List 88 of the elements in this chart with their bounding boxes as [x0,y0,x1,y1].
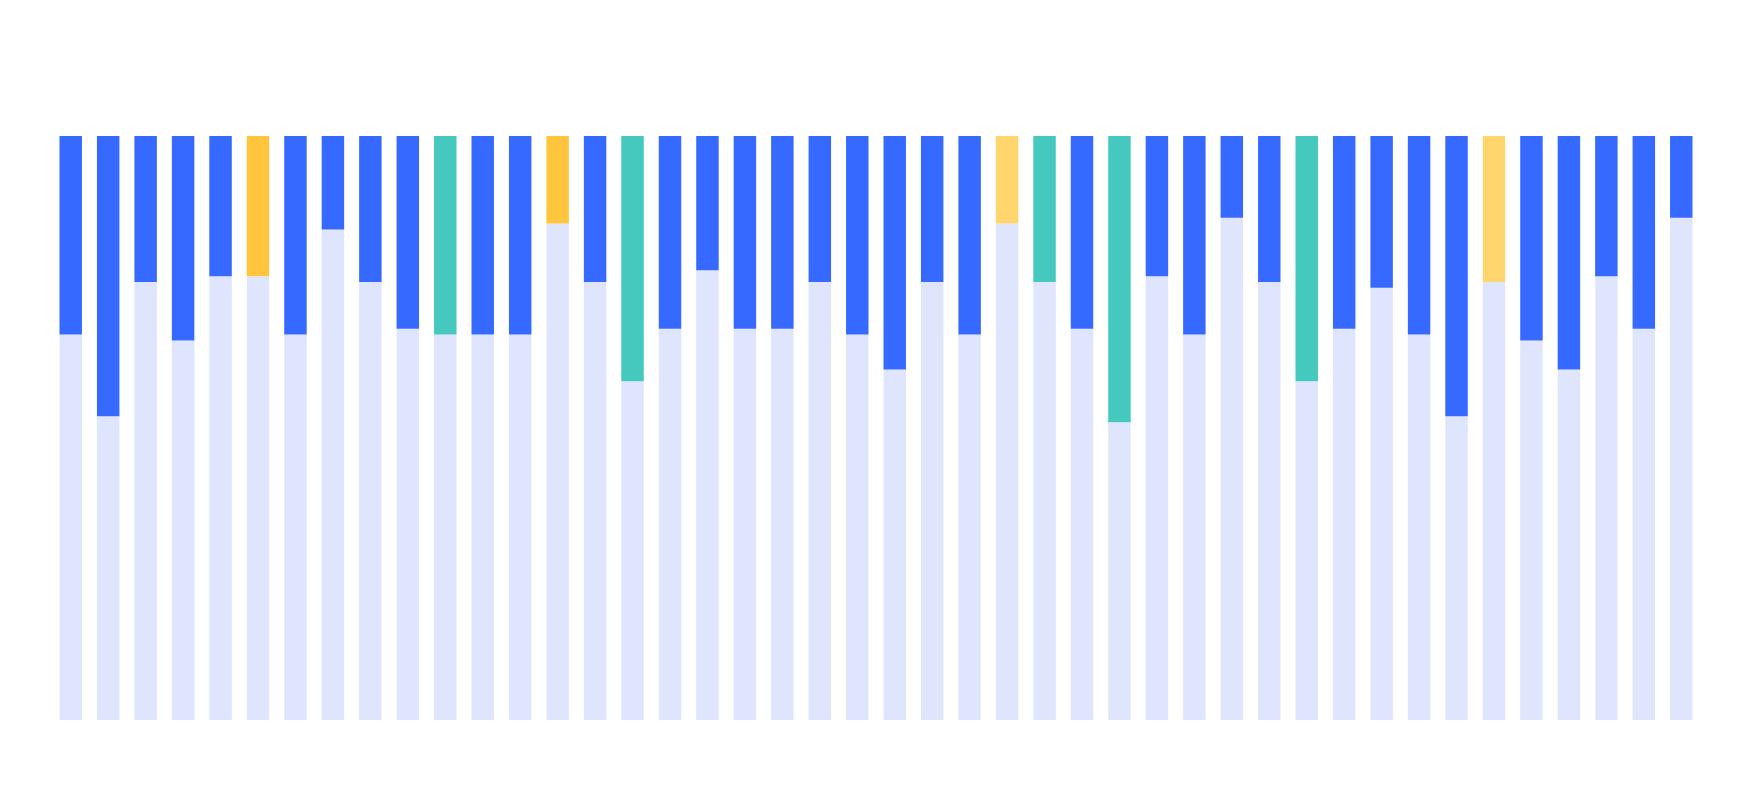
bar [508,136,532,335]
bar [583,282,607,720]
bar [209,136,232,277]
bar [1332,328,1356,720]
bar [621,381,644,720]
bar [1070,136,1094,329]
bar [284,334,307,720]
bar [1183,136,1206,335]
bar [1595,136,1618,277]
bar [696,136,719,271]
bar [808,136,832,282]
bar [171,136,195,341]
bar [883,136,906,370]
bar [1033,136,1056,282]
bar [1670,136,1693,218]
bar [958,136,981,335]
bar [396,328,420,720]
bar [546,136,569,224]
bar [1370,136,1393,288]
bar [546,223,569,720]
bar [321,136,345,230]
bar [583,136,607,282]
bar [96,416,120,720]
bar [1482,282,1506,720]
bar [1145,136,1169,277]
bar [1070,328,1094,720]
bar [1258,136,1281,282]
bar [59,136,82,335]
bar [920,282,944,720]
bar [471,136,494,335]
bar [958,334,981,720]
bar [1482,136,1506,282]
bar [1220,136,1244,218]
bar [658,328,682,720]
bar [1183,334,1206,720]
bar [246,136,270,277]
bar [396,136,420,329]
bar [1445,416,1468,720]
bar [1407,334,1431,720]
bar [434,334,457,720]
bar [171,340,195,720]
bar [771,328,794,720]
bar [1595,276,1618,720]
bar [1220,217,1244,720]
bar [96,136,120,417]
bar [1632,328,1656,720]
bar [359,282,382,720]
bar [920,136,944,282]
bar [359,136,382,282]
bar [508,334,532,720]
bar [1557,369,1581,720]
bar [771,136,794,329]
bar [1632,136,1656,329]
bar [1145,276,1169,720]
bar [658,136,682,329]
bar [134,136,157,282]
bar [995,223,1019,720]
bar [808,282,832,720]
bar [1108,422,1131,720]
bar [246,276,270,720]
bar [733,136,757,329]
bar [284,136,307,335]
bar [846,334,869,720]
bar [621,136,644,382]
bar [1557,136,1581,370]
bar [321,229,345,720]
bar [209,276,232,720]
bar [1033,282,1056,720]
bar [1670,217,1693,720]
bar [1370,287,1393,720]
bar [1258,282,1281,720]
bar [995,136,1019,224]
bar [1295,381,1318,720]
bar [471,334,494,720]
bar [59,334,82,720]
bar [1295,136,1318,382]
bar [1520,340,1543,720]
bar [883,369,906,720]
bar [434,136,457,335]
bar [1407,136,1431,335]
bar [1108,136,1131,423]
bar [846,136,869,335]
bar [696,270,719,720]
bar [733,328,757,720]
bar [1445,136,1468,417]
bar [1332,136,1356,329]
bar [1520,136,1543,341]
bar [134,282,157,720]
